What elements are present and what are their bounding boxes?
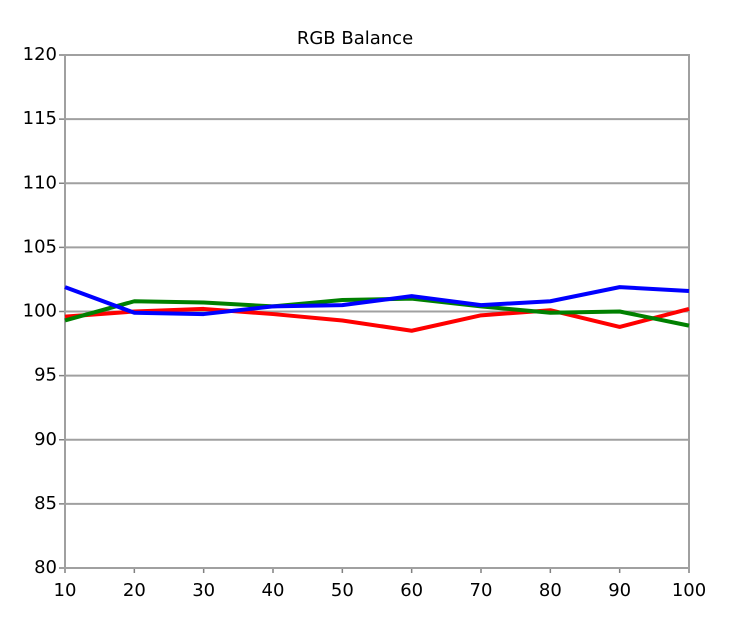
x-tick-label: 100 xyxy=(672,580,706,601)
x-tick-label: 30 xyxy=(192,580,215,601)
y-tick-label: 90 xyxy=(34,429,57,450)
y-tick-label: 115 xyxy=(23,108,57,129)
y-tick-label: 95 xyxy=(34,365,57,386)
data-line xyxy=(64,306,690,333)
chart-title: RGB Balance xyxy=(297,28,413,49)
y-tick-label: 85 xyxy=(34,493,57,514)
y-tick-label: 80 xyxy=(34,557,57,578)
x-tick-label: 70 xyxy=(470,580,493,601)
x-tick-label: 60 xyxy=(400,580,423,601)
y-tick-label: 105 xyxy=(23,236,57,257)
y-tick-label: 120 xyxy=(23,44,57,65)
y-tick-label: 100 xyxy=(23,301,57,322)
x-tick-label: 10 xyxy=(54,580,77,601)
x-tick-label: 80 xyxy=(539,580,562,601)
x-tick-label: 50 xyxy=(331,580,354,601)
data-line xyxy=(64,285,690,317)
x-tick-label: 20 xyxy=(123,580,146,601)
x-tick-label: 40 xyxy=(262,580,285,601)
y-tick-label: 110 xyxy=(23,172,57,193)
x-tick-label: 90 xyxy=(608,580,631,601)
plot-frame xyxy=(64,54,690,569)
